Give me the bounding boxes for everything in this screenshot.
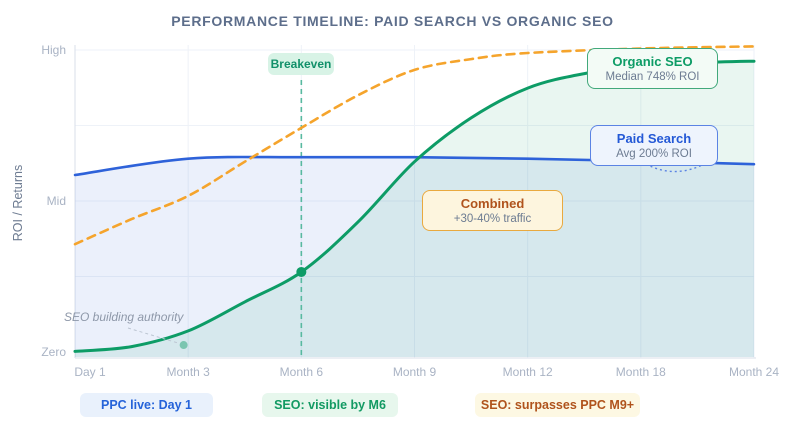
seo-visible-dot <box>296 266 307 277</box>
paid-search-legend-title: Paid Search <box>616 131 692 146</box>
paid-search-legend-subtitle: Avg 200% ROI <box>616 148 692 160</box>
paid-search-connector-line <box>645 161 709 173</box>
footer-pill-seo-surpasses: SEO: surpasses PPC M9+ <box>475 393 640 417</box>
combined-legend-subtitle: +30-40% traffic <box>453 213 532 225</box>
x-tick-label: Month 3 <box>166 365 210 379</box>
combined-legend-box: Combined +30-40% traffic <box>422 190 563 231</box>
footer-pill-ppc-live: PPC live: Day 1 <box>80 393 213 417</box>
x-tick-label: Month 18 <box>615 365 666 379</box>
authority-connector-line <box>127 327 179 344</box>
footer-pill-seo-visible: SEO: visible by M6 <box>262 393 398 417</box>
y-tick-label: High <box>41 43 66 57</box>
organic-seo-legend-box: Organic SEO Median 748% ROI <box>587 48 718 89</box>
x-tick-label: Day 1 <box>74 365 106 379</box>
seo-authority-dot <box>179 341 188 350</box>
y-tick-label: Mid <box>46 194 66 208</box>
x-tick-label: Month 9 <box>392 365 437 379</box>
paid-search-area <box>75 156 754 357</box>
breakeven-label: Breakeven <box>268 53 334 75</box>
organic-seo-legend-title: Organic SEO <box>612 54 693 69</box>
x-tick-label: Month 6 <box>279 365 324 379</box>
paid-search-legend-box: Paid Search Avg 200% ROI <box>590 125 718 166</box>
organic-seo-legend-subtitle: Median 748% ROI <box>605 71 700 83</box>
seo-authority-annotation: SEO building authority <box>64 310 184 324</box>
y-tick-label: Zero <box>41 345 66 359</box>
chart-title: PERFORMANCE TIMELINE: PAID SEARCH VS ORG… <box>171 13 614 29</box>
organic-seo-area <box>75 61 754 357</box>
x-tick-label: Month 12 <box>502 365 553 379</box>
combined-legend-title: Combined <box>460 196 525 211</box>
x-tick-label: Month 24 <box>728 365 780 379</box>
